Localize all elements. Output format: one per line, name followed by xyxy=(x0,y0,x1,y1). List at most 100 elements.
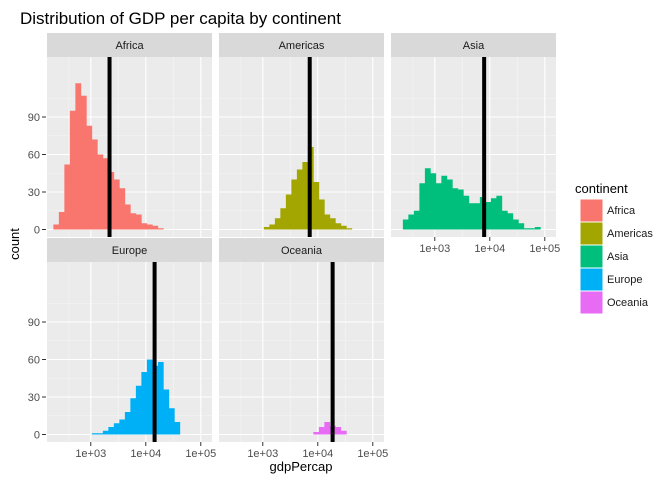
histogram-bar xyxy=(285,194,292,230)
histogram-bar xyxy=(174,422,181,435)
histogram-bar xyxy=(490,198,497,230)
y-tick-label: 90 xyxy=(28,112,40,124)
histogram-bar xyxy=(124,204,131,230)
histogram-bar xyxy=(152,225,159,230)
x-tick-label: 1e+04 xyxy=(474,243,505,255)
facet-strip xyxy=(219,238,384,262)
histogram-bar xyxy=(102,158,109,230)
histogram-bar xyxy=(523,228,530,230)
y-tick-label: 60 xyxy=(28,355,40,367)
histogram-bar xyxy=(163,389,170,435)
histogram-bar xyxy=(463,195,470,230)
histogram-bar xyxy=(274,218,281,230)
legend-swatch xyxy=(579,267,604,292)
x-axis-label: gdpPercap xyxy=(270,459,333,474)
histogram-bar xyxy=(113,179,120,230)
histogram-bar xyxy=(324,214,331,230)
legend-item-africa: Africa xyxy=(579,198,636,223)
histogram-bar xyxy=(97,154,104,230)
histogram-bar xyxy=(452,188,459,230)
facet-strip-label: Americas xyxy=(279,40,325,52)
facet-asia: Asia 1e+03 1e+04 1e+05 xyxy=(391,33,560,255)
legend-item-oceania: Oceania xyxy=(579,290,649,315)
x-tick-label: 1e+03 xyxy=(75,448,106,460)
y-tick-label: 30 xyxy=(28,392,40,404)
facet-strip-label: Europe xyxy=(112,245,147,257)
histogram-bar xyxy=(329,218,336,230)
facet-strip-label: Asia xyxy=(463,40,485,52)
facet-strip xyxy=(391,33,556,57)
x-tick-label: 1e+03 xyxy=(419,243,450,255)
histogram-bar xyxy=(518,223,525,230)
facet-strip-label: Oceania xyxy=(281,245,323,257)
histogram-bar xyxy=(119,188,126,230)
histogram-bar xyxy=(507,213,514,230)
histogram-bar xyxy=(269,224,276,230)
facet-africa: Africa xyxy=(47,33,212,237)
histogram-bar xyxy=(501,210,508,230)
legend-swatch xyxy=(579,290,604,315)
legend-swatch xyxy=(579,198,604,223)
histogram-bar xyxy=(146,224,153,230)
histogram-bar xyxy=(340,225,347,230)
histogram-bar xyxy=(119,419,126,435)
panel-background xyxy=(219,262,384,442)
y-tick-label: 90 xyxy=(28,317,40,329)
x-tick-label: 1e+03 xyxy=(247,448,278,460)
histogram-bar xyxy=(346,228,353,230)
histogram-bar xyxy=(313,432,320,435)
histogram-bar xyxy=(512,219,519,230)
histogram-bar xyxy=(130,213,137,230)
histogram-bar xyxy=(529,228,536,230)
histogram-bar xyxy=(141,372,148,435)
histogram-bar xyxy=(75,83,82,230)
facet-strip xyxy=(47,238,212,262)
histogram-bar xyxy=(424,168,431,230)
histogram-bar xyxy=(130,398,137,435)
legend-item-americas: Americas xyxy=(579,221,653,246)
histogram-bar xyxy=(91,139,98,230)
histogram-bar xyxy=(413,210,420,230)
y-axis-label: count xyxy=(7,228,22,260)
histogram-bar xyxy=(408,214,415,230)
histogram-bar xyxy=(340,430,347,435)
histogram-bar xyxy=(69,110,76,230)
histogram-bar xyxy=(113,423,120,435)
histogram-bar xyxy=(441,175,448,230)
histogram-bar xyxy=(146,359,153,435)
histogram-bar xyxy=(402,219,409,230)
histogram-bar xyxy=(157,362,164,435)
histogram-bar xyxy=(168,408,175,435)
legend-swatch xyxy=(579,221,604,246)
histogram-bar xyxy=(496,195,503,230)
x-tick-label: 1e+05 xyxy=(357,448,388,460)
histogram-bar xyxy=(313,182,320,230)
histogram-bar xyxy=(302,162,309,230)
x-tick-label: 1e+04 xyxy=(130,448,161,460)
histogram-bar xyxy=(435,183,442,230)
histogram-bar xyxy=(135,385,142,435)
histogram-bar xyxy=(296,169,303,230)
y-tick-label: 30 xyxy=(28,187,40,199)
legend-item-europe: Europe xyxy=(579,267,642,292)
legend: continent Africa Americas Asia Europe Oceani… xyxy=(575,181,653,315)
facet-strip xyxy=(219,33,384,57)
legend-swatch xyxy=(579,244,604,269)
histogram-bar xyxy=(58,212,65,230)
histogram-bar xyxy=(457,189,464,230)
legend-item-asia: Asia xyxy=(579,244,629,269)
histogram-bar xyxy=(534,227,541,230)
y-tick-label: 0 xyxy=(34,430,40,442)
facet-oceania: Oceania 1e+03 1e+04 1e+05 xyxy=(219,238,388,460)
facet-strip-label: Africa xyxy=(115,40,144,52)
histogram-bar xyxy=(141,223,148,230)
y-tick-label: 0 xyxy=(34,225,40,237)
legend-label: Europe xyxy=(607,274,642,286)
histogram-bar xyxy=(108,427,115,435)
histogram-bar xyxy=(335,427,342,435)
facet-europe: Europe 1e+03 1e+04 1e+05 xyxy=(47,238,216,460)
histogram-bar xyxy=(97,433,104,435)
histogram-bar xyxy=(430,173,437,230)
histogram-bar xyxy=(86,125,93,230)
